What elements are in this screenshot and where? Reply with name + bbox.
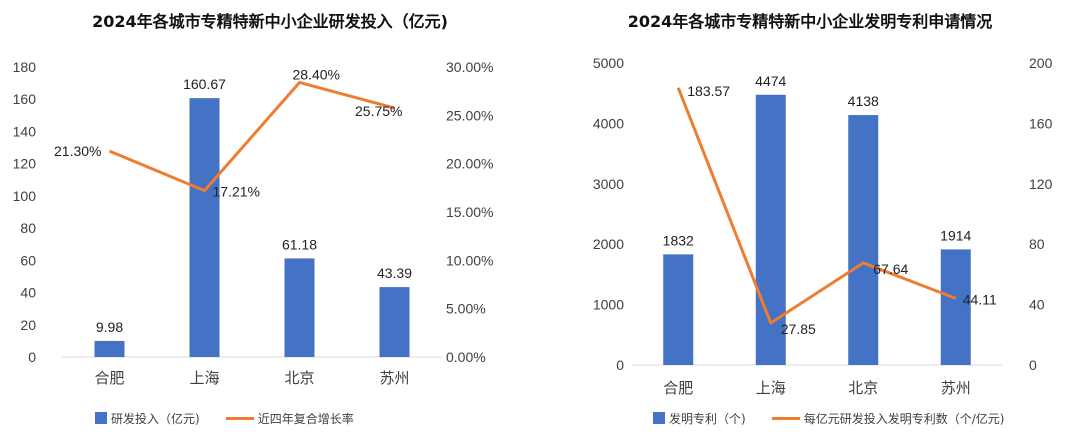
category-label: 合肥 <box>94 369 124 387</box>
bar-data-label: 160.67 <box>183 76 226 92</box>
category-label: 苏州 <box>379 369 409 387</box>
line-series <box>108 80 395 193</box>
line-data-label: 27.85 <box>781 321 816 337</box>
bar-data-label: 1914 <box>940 227 971 243</box>
bar <box>94 340 125 357</box>
left-axis-tick-label: 140 <box>13 123 37 139</box>
left-axis-tick-label: 0 <box>28 349 36 365</box>
category-label: 北京 <box>284 369 314 387</box>
chart-title: 2024年各城市专精特新中小企业研发投入（亿元) <box>92 12 448 31</box>
rd-investment-plot: 0 20 40 60 80 100 120 140 160 180 0.00% 5.00% 10.00%… <box>13 59 494 387</box>
bar-data-label: 61.18 <box>282 236 317 252</box>
bar <box>940 249 971 365</box>
legend-item-line: 每亿元研发投入发明专利数（个/亿元) <box>771 410 1005 427</box>
left-axis-tick-label: 120 <box>13 156 37 172</box>
line-data-label: 21.30% <box>54 143 101 159</box>
left-axis-tick-label: 100 <box>13 188 37 204</box>
left-axis-tick-label: 60 <box>20 252 36 268</box>
legend-item-line: 近四年复合增长率 <box>225 410 354 427</box>
category-label: 北京 <box>848 379 878 397</box>
line-swatch <box>225 416 254 420</box>
line-data-label: 25.75% <box>355 103 402 119</box>
bar <box>379 287 410 357</box>
right-axis-tick-label: 0 <box>1029 357 1037 373</box>
bar <box>189 98 220 358</box>
category-label: 合肥 <box>663 379 693 397</box>
bar-swatch <box>95 412 107 424</box>
left-axis-tick-label: 0 <box>616 357 624 373</box>
bar-data-label: 1832 <box>663 232 694 248</box>
right-axis-tick-label: 30.00% <box>446 59 493 75</box>
legend-item-bar: 发明专利（个) <box>653 410 746 427</box>
right-axis-tick-label: 120 <box>1029 176 1053 192</box>
bar-data-label: 4474 <box>755 73 786 89</box>
bar-swatch <box>653 412 665 424</box>
patent-plot: 0 1000 2000 3000 4000 5000 0 40 80 120 160 200 1832 4… <box>593 55 1053 397</box>
right-axis-tick-label: 160 <box>1029 115 1053 131</box>
line-data-label: 67.64 <box>873 261 908 277</box>
chart-legend: 发明专利（个) 每亿元研发投入发明专利数（个/亿元) <box>653 408 1030 428</box>
line-series <box>676 87 957 325</box>
right-axis-tick-label: 15.00% <box>446 204 493 220</box>
chart-legend: 研发投入（亿元) 近四年复合增长率 <box>95 408 380 428</box>
right-axis-tick-label: 10.00% <box>446 252 493 268</box>
left-axis-tick-label: 180 <box>13 59 37 75</box>
category-label: 上海 <box>189 369 219 387</box>
left-axis-tick-label: 80 <box>20 220 36 236</box>
bar <box>848 115 879 366</box>
line-data-label: 183.57 <box>687 83 730 99</box>
rd-investment-chart: 2024年各城市专精特新中小企业研发投入（亿元) 0 20 40 60 80 100 120… <box>13 12 494 428</box>
right-axis-tick-label: 20.00% <box>446 156 493 172</box>
right-axis-tick-label: 0.00% <box>446 349 486 365</box>
legend-label-bar: 发明专利（个) <box>669 411 746 426</box>
bar-data-label: 43.39 <box>377 265 412 281</box>
category-label: 苏州 <box>941 379 971 397</box>
line-swatch <box>771 416 800 420</box>
left-axis-tick-label: 40 <box>20 285 36 301</box>
right-axis-tick-label: 25.00% <box>446 107 493 123</box>
left-axis-tick-label: 5000 <box>593 55 624 71</box>
legend-label-bar: 研发投入（亿元) <box>111 411 200 426</box>
left-axis-tick-label: 2000 <box>593 236 624 252</box>
bar-data-label: 9.98 <box>96 319 123 335</box>
bar <box>284 258 315 357</box>
line-data-label: 28.40% <box>293 66 340 82</box>
legend-label-line: 每亿元研发投入发明专利数（个/亿元) <box>803 411 1005 426</box>
legend-item-bar: 研发投入（亿元) <box>95 410 200 427</box>
right-axis-tick-label: 200 <box>1029 55 1053 71</box>
category-label: 上海 <box>756 379 786 397</box>
right-axis-tick-label: 40 <box>1029 297 1045 313</box>
right-axis-tick-label: 80 <box>1029 236 1045 252</box>
left-axis-tick-label: 3000 <box>593 176 624 192</box>
chart-title: 2024年各城市专精特新中小企业发明专利申请情况 <box>627 12 993 31</box>
left-axis-tick-label: 20 <box>20 317 36 333</box>
legend-label-line: 近四年复合增长率 <box>257 411 354 426</box>
left-axis-tick-label: 1000 <box>593 297 624 313</box>
bar <box>663 254 694 365</box>
right-axis-tick-label: 5.00% <box>446 301 486 317</box>
left-axis-tick-label: 4000 <box>593 115 624 131</box>
patent-chart: 2024年各城市专精特新中小企业发明专利申请情况 0 1000 2000 3000 40… <box>540 0 1080 443</box>
line-data-label: 17.21% <box>213 184 260 200</box>
bar-data-label: 4138 <box>848 93 879 109</box>
left-axis-tick-label: 160 <box>13 91 37 107</box>
line-data-label: 44.11 <box>963 291 997 307</box>
